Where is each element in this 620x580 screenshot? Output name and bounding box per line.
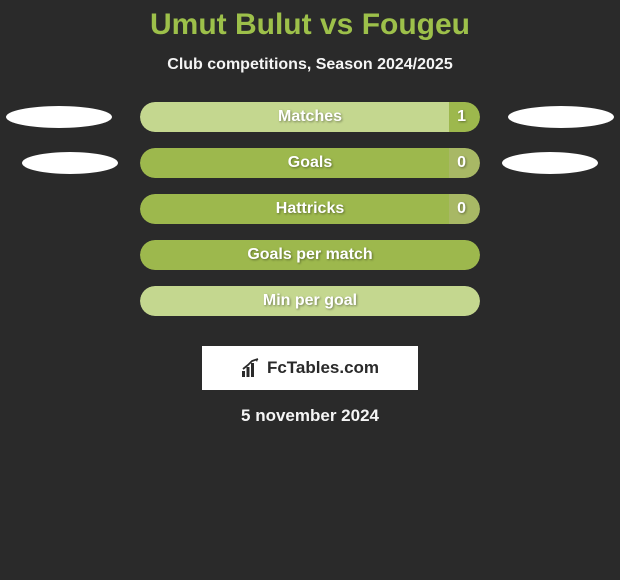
stat-row: Goals 0 xyxy=(0,148,620,178)
stat-value: 0 xyxy=(457,200,466,218)
stat-row: Min per goal xyxy=(0,286,620,316)
stat-bar: Matches 1 xyxy=(140,102,480,132)
flag-ellipse-left xyxy=(22,152,118,174)
stats-card: Umut Bulut vs Fougeu Club competitions, … xyxy=(0,0,620,426)
page-title: Umut Bulut vs Fougeu xyxy=(0,8,620,42)
stats-list: Matches 1 Goals 0 Hattricks 0 Goals per match M… xyxy=(0,102,620,316)
stat-row: Hattricks 0 xyxy=(0,194,620,224)
stat-value: 1 xyxy=(457,108,466,126)
stat-row: Goals per match xyxy=(0,240,620,270)
stat-row: Matches 1 xyxy=(0,102,620,132)
stat-value: 0 xyxy=(457,154,466,172)
stat-label: Goals xyxy=(288,154,332,172)
subtitle: Club competitions, Season 2024/2025 xyxy=(0,56,620,74)
title-player1: Umut Bulut xyxy=(150,8,312,41)
stat-bar: Hattricks 0 xyxy=(140,194,480,224)
stat-bar: Goals 0 xyxy=(140,148,480,178)
stat-label: Min per goal xyxy=(263,292,357,310)
chart-icon xyxy=(241,358,261,378)
stat-bar: Min per goal xyxy=(140,286,480,316)
flag-ellipse-right xyxy=(508,106,614,128)
stat-label: Goals per match xyxy=(247,246,372,264)
brand-text: FcTables.com xyxy=(267,358,379,378)
stat-bar: Goals per match xyxy=(140,240,480,270)
title-vs: vs xyxy=(320,8,353,41)
title-player2: Fougeu xyxy=(362,8,470,41)
date: 5 november 2024 xyxy=(0,406,620,426)
flag-ellipse-right xyxy=(502,152,598,174)
stat-label: Hattricks xyxy=(276,200,344,218)
brand-box[interactable]: FcTables.com xyxy=(202,346,418,390)
stat-label: Matches xyxy=(278,108,342,126)
flag-ellipse-left xyxy=(6,106,112,128)
